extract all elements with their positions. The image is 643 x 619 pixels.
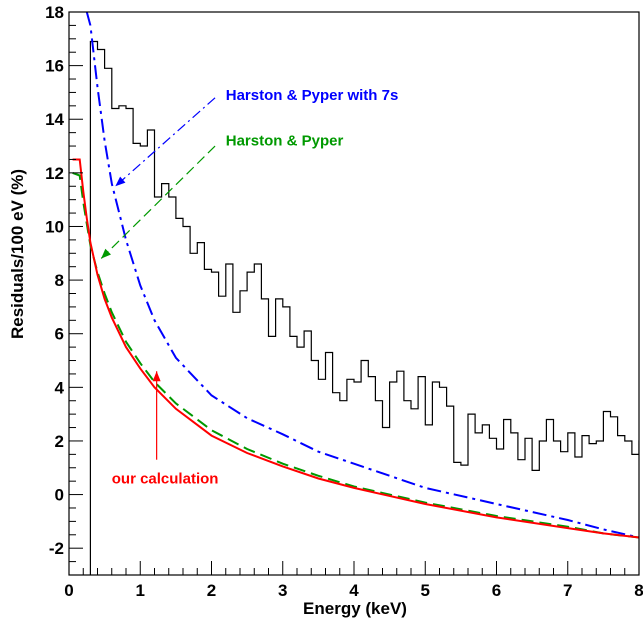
x-tick-label: 2 bbox=[207, 581, 216, 600]
annotation-label-harston_pyper: Harston & Pyper bbox=[226, 133, 344, 150]
y-tick-label: 18 bbox=[45, 3, 64, 22]
y-tick-label: 6 bbox=[55, 325, 64, 344]
y-tick-label: 14 bbox=[45, 110, 64, 129]
x-tick-label: 7 bbox=[563, 581, 572, 600]
arrowhead-our_calculation bbox=[152, 371, 161, 382]
y-tick-label: 10 bbox=[45, 217, 64, 236]
curve-harston_pyper bbox=[72, 171, 639, 539]
series-layer bbox=[72, 12, 639, 575]
x-tick-label: 5 bbox=[421, 581, 430, 600]
x-tick-label: 6 bbox=[492, 581, 501, 600]
curve-harston_pyper_7s bbox=[85, 12, 639, 539]
y-tick-label: 16 bbox=[45, 57, 64, 76]
x-axis-title: Energy (keV) bbox=[303, 599, 407, 618]
x-tick-label: 8 bbox=[634, 581, 643, 600]
x-tick-label: 4 bbox=[349, 581, 359, 600]
y-tick-label: 4 bbox=[55, 378, 65, 397]
arrow-line-harston_pyper bbox=[100, 145, 216, 260]
y-axis-title: Residuals/100 eV (%) bbox=[8, 169, 27, 339]
y-tick-label: 0 bbox=[55, 486, 64, 505]
histogram-residuals bbox=[89, 40, 639, 575]
x-tick-label: 3 bbox=[278, 581, 287, 600]
y-tick-label: 2 bbox=[55, 432, 64, 451]
arrow-line-harston_pyper_7s bbox=[114, 97, 216, 187]
annotation-layer: Harston & Pyper with 7s Harston & Pyper ou… bbox=[100, 87, 399, 487]
y-tick-label: 12 bbox=[45, 164, 64, 183]
y-tick-label: 8 bbox=[55, 271, 64, 290]
y-tick-label: -2 bbox=[49, 539, 64, 558]
annotation-label-harston_pyper_7s: Harston & Pyper with 7s bbox=[226, 87, 399, 104]
annotation-label-our_calculation: our calculation bbox=[112, 470, 219, 487]
x-tick-label: 0 bbox=[64, 581, 73, 600]
arrowhead-harston_pyper bbox=[101, 248, 111, 259]
x-tick-label: 1 bbox=[136, 581, 145, 600]
arrowhead-harston_pyper_7s bbox=[115, 176, 126, 187]
curve-our_calculation bbox=[72, 158, 639, 539]
